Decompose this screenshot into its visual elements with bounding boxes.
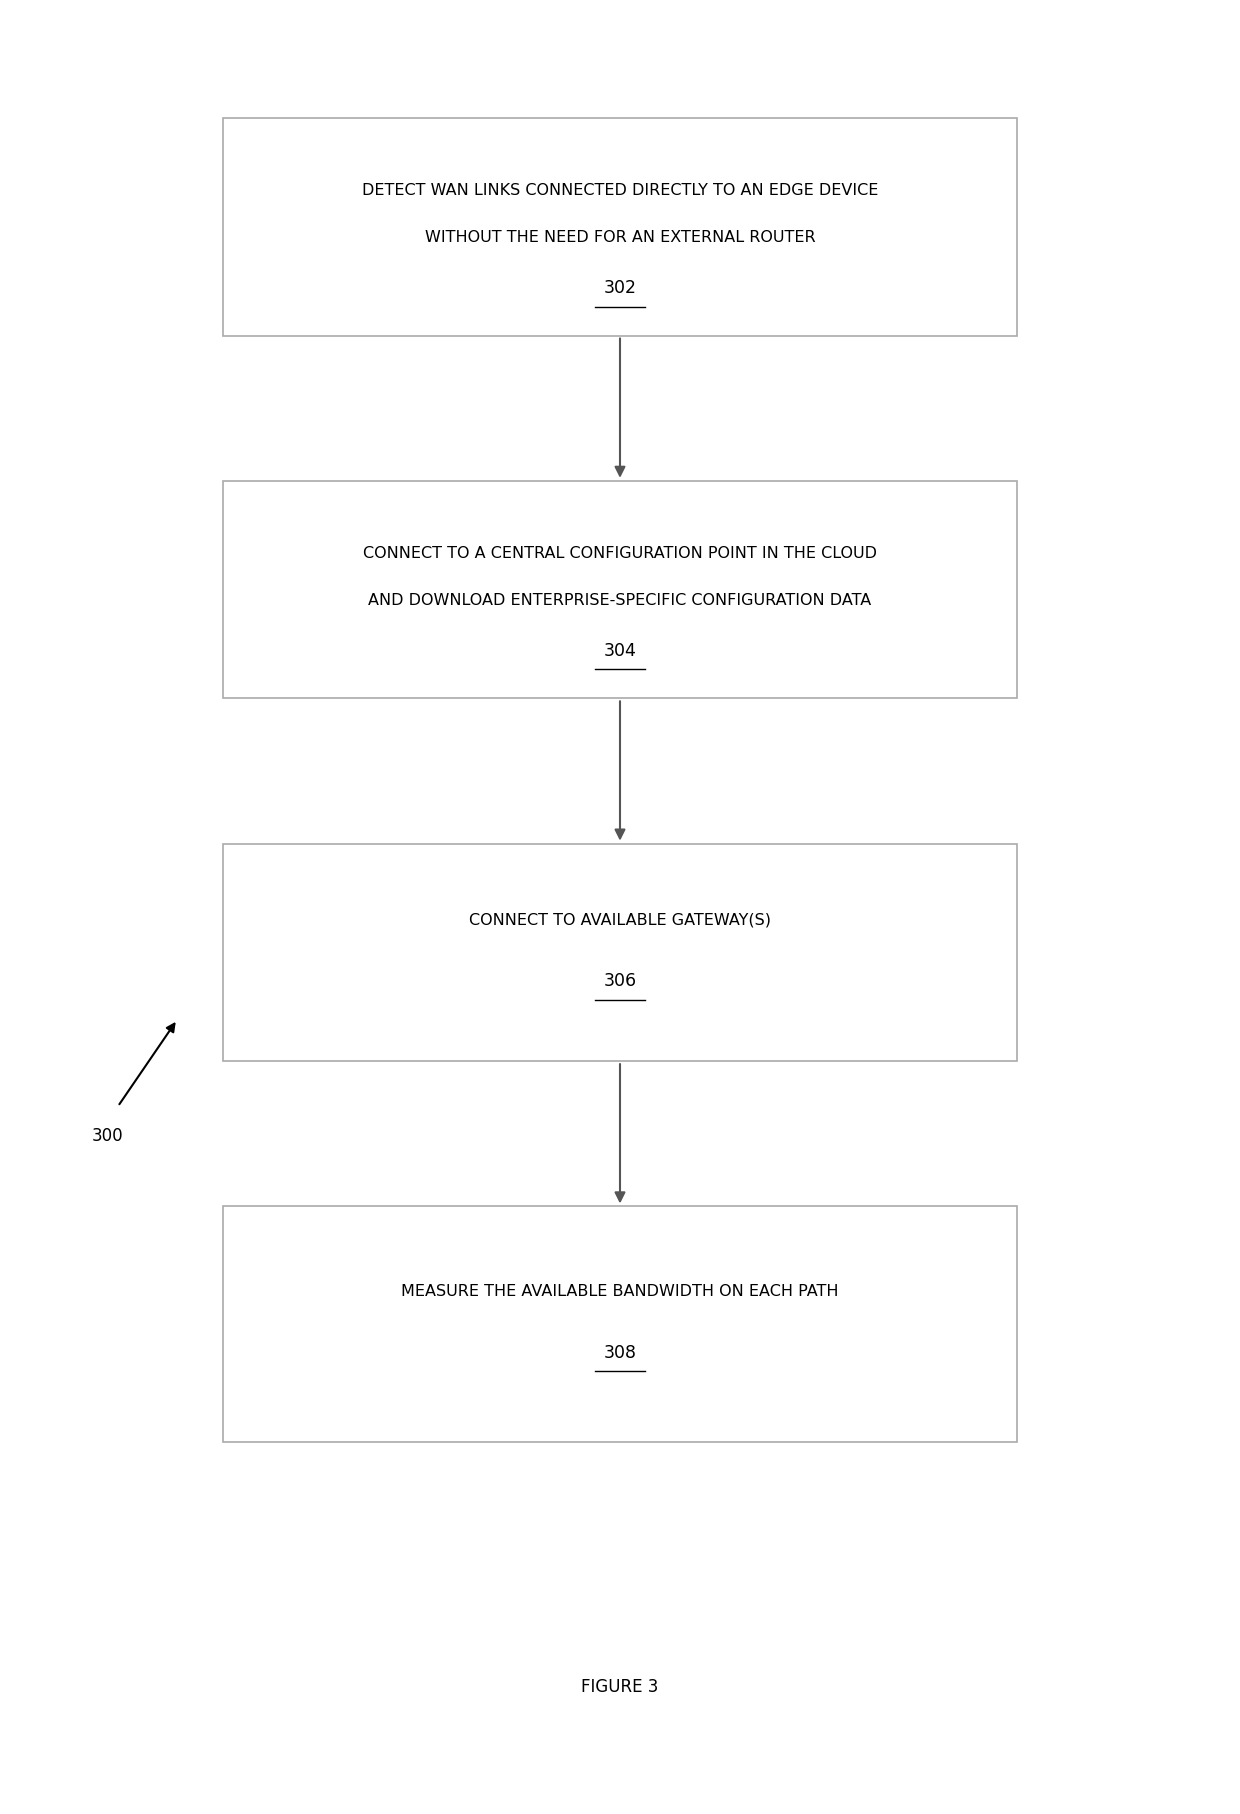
Text: 304: 304 — [604, 642, 636, 660]
Text: MEASURE THE AVAILABLE BANDWIDTH ON EACH PATH: MEASURE THE AVAILABLE BANDWIDTH ON EACH … — [402, 1284, 838, 1299]
FancyBboxPatch shape — [223, 118, 1017, 336]
Text: AND DOWNLOAD ENTERPRISE-SPECIFIC CONFIGURATION DATA: AND DOWNLOAD ENTERPRISE-SPECIFIC CONFIGU… — [368, 593, 872, 608]
Text: CONNECT TO A CENTRAL CONFIGURATION POINT IN THE CLOUD: CONNECT TO A CENTRAL CONFIGURATION POINT… — [363, 546, 877, 561]
Text: 306: 306 — [604, 972, 636, 990]
FancyBboxPatch shape — [223, 844, 1017, 1061]
Text: CONNECT TO AVAILABLE GATEWAY(S): CONNECT TO AVAILABLE GATEWAY(S) — [469, 912, 771, 927]
Text: WITHOUT THE NEED FOR AN EXTERNAL ROUTER: WITHOUT THE NEED FOR AN EXTERNAL ROUTER — [424, 230, 816, 245]
FancyBboxPatch shape — [223, 1206, 1017, 1442]
Text: 302: 302 — [604, 279, 636, 297]
Text: FIGURE 3: FIGURE 3 — [582, 1678, 658, 1696]
Text: 300: 300 — [92, 1126, 124, 1145]
Text: DETECT WAN LINKS CONNECTED DIRECTLY TO AN EDGE DEVICE: DETECT WAN LINKS CONNECTED DIRECTLY TO A… — [362, 183, 878, 198]
Text: 308: 308 — [604, 1344, 636, 1362]
FancyBboxPatch shape — [223, 481, 1017, 698]
